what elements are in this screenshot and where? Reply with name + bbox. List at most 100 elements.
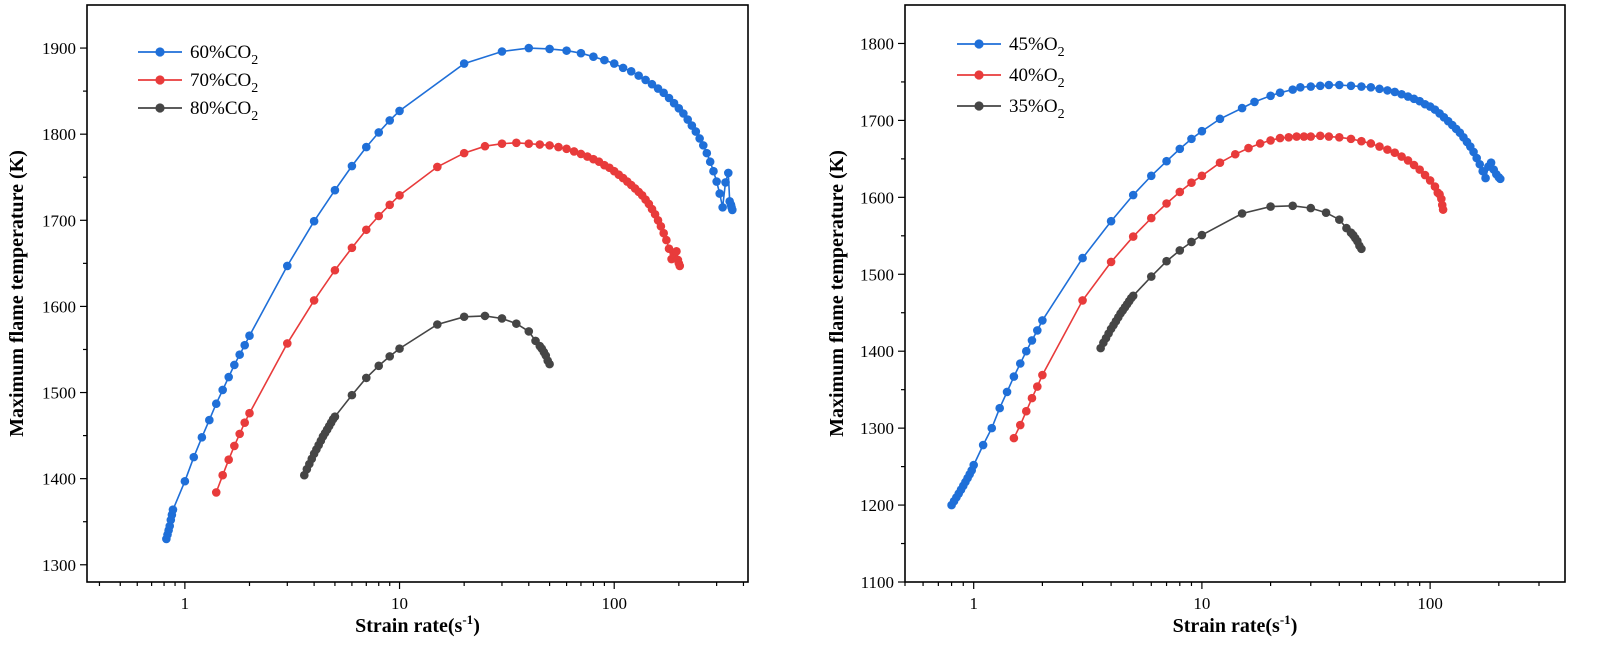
data-point [230, 441, 239, 451]
data-point [1495, 174, 1505, 184]
data-point [1346, 81, 1356, 91]
data-point [969, 460, 978, 470]
data-point [1275, 133, 1285, 143]
data-point [459, 59, 469, 68]
legend-label: 40%O2 [1009, 65, 1065, 91]
data-point [1296, 83, 1305, 92]
data-point [1383, 86, 1392, 95]
data-point [385, 116, 395, 125]
series-line [215, 141, 681, 493]
data-point [180, 476, 190, 486]
data-point [205, 415, 214, 425]
data-point [702, 148, 712, 158]
data-point [374, 211, 384, 221]
data-point [1321, 208, 1331, 218]
y-tick-label: 1600 [42, 297, 76, 316]
data-point [1146, 272, 1156, 281]
data-point [709, 166, 718, 176]
data-point [1078, 296, 1087, 305]
data-point [282, 339, 292, 348]
series-1: 45%O2 [947, 34, 1505, 510]
data-point [168, 505, 178, 514]
data-point [497, 47, 507, 56]
y-tick-label: 1700 [42, 211, 76, 230]
data-point [1397, 152, 1406, 161]
legend-label-text: 40%O [1009, 65, 1058, 86]
data-point [240, 418, 250, 427]
legend-label: 80%CO2 [190, 98, 258, 124]
data-point [1266, 91, 1275, 101]
data-point [576, 48, 586, 58]
plot-frame [86, 4, 749, 583]
legend-marker [974, 101, 984, 111]
data-point [1215, 158, 1225, 168]
data-point [1266, 136, 1275, 145]
plot-frame [904, 4, 1566, 583]
data-point [723, 168, 733, 178]
data-point [330, 185, 340, 195]
data-point [1425, 176, 1435, 185]
data-point [1197, 126, 1207, 136]
data-point [545, 44, 554, 54]
data-point [626, 67, 636, 76]
legend-marker [155, 47, 165, 57]
data-point [1375, 84, 1384, 94]
y-axis-title: Maximum flame temperature (K) [6, 150, 28, 437]
data-point [1375, 142, 1384, 151]
x-axis-title-sup: -1 [1280, 612, 1291, 627]
data-point [1021, 406, 1031, 416]
data-point [1128, 291, 1138, 301]
data-point [1357, 82, 1366, 91]
data-point [245, 331, 254, 340]
data-point [1366, 83, 1376, 92]
data-point [524, 139, 534, 148]
data-point [1288, 85, 1298, 94]
data-point [1009, 372, 1019, 381]
x-tick-label: 100 [601, 594, 627, 613]
data-point [562, 46, 571, 55]
legend-marker [974, 70, 984, 80]
data-point [1415, 165, 1424, 174]
data-point [715, 189, 724, 198]
x-tick-label: 100 [1417, 594, 1443, 613]
legend-label: 35%O2 [1009, 96, 1065, 122]
data-point [197, 433, 207, 442]
data-point [1002, 387, 1012, 397]
x-axis-title-text: Strain rate(s [355, 615, 462, 637]
data-point [609, 59, 619, 68]
legend-label-sub: 2 [1058, 45, 1065, 60]
data-point [659, 228, 668, 238]
y-tick-label: 1500 [42, 384, 76, 403]
series-3: 35%O2 [957, 96, 1366, 353]
data-point [1162, 156, 1171, 166]
data-point [1038, 370, 1047, 380]
data-point [1106, 216, 1116, 226]
data-point [211, 399, 221, 409]
data-point [600, 55, 609, 65]
data-point [695, 134, 704, 143]
data-point [1481, 173, 1490, 183]
data-point [361, 225, 371, 235]
data-point [1438, 205, 1448, 214]
data-point [459, 148, 469, 158]
data-point [995, 403, 1005, 413]
y-tick-label: 1400 [42, 470, 76, 489]
y-tick-label: 1300 [42, 556, 76, 575]
data-point [374, 128, 384, 137]
data-point [691, 127, 701, 136]
data-point [1299, 132, 1309, 141]
legend-label-text: 45%O [1009, 34, 1058, 55]
x-axis-title-end: ) [1291, 615, 1298, 637]
data-point [1275, 88, 1285, 98]
data-point [1128, 232, 1138, 241]
legend-label-text: 35%O [1009, 96, 1058, 117]
data-point [245, 408, 254, 418]
data-point [218, 385, 227, 395]
data-point [1187, 134, 1196, 144]
data-point [189, 452, 199, 462]
data-point [1346, 134, 1356, 144]
series-line [1013, 134, 1444, 439]
data-point [347, 161, 357, 171]
data-point [524, 43, 534, 53]
